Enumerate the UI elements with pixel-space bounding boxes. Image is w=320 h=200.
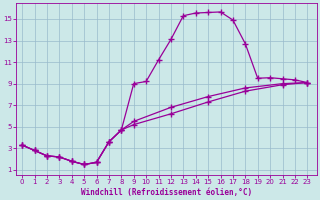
X-axis label: Windchill (Refroidissement éolien,°C): Windchill (Refroidissement éolien,°C) — [81, 188, 252, 197]
